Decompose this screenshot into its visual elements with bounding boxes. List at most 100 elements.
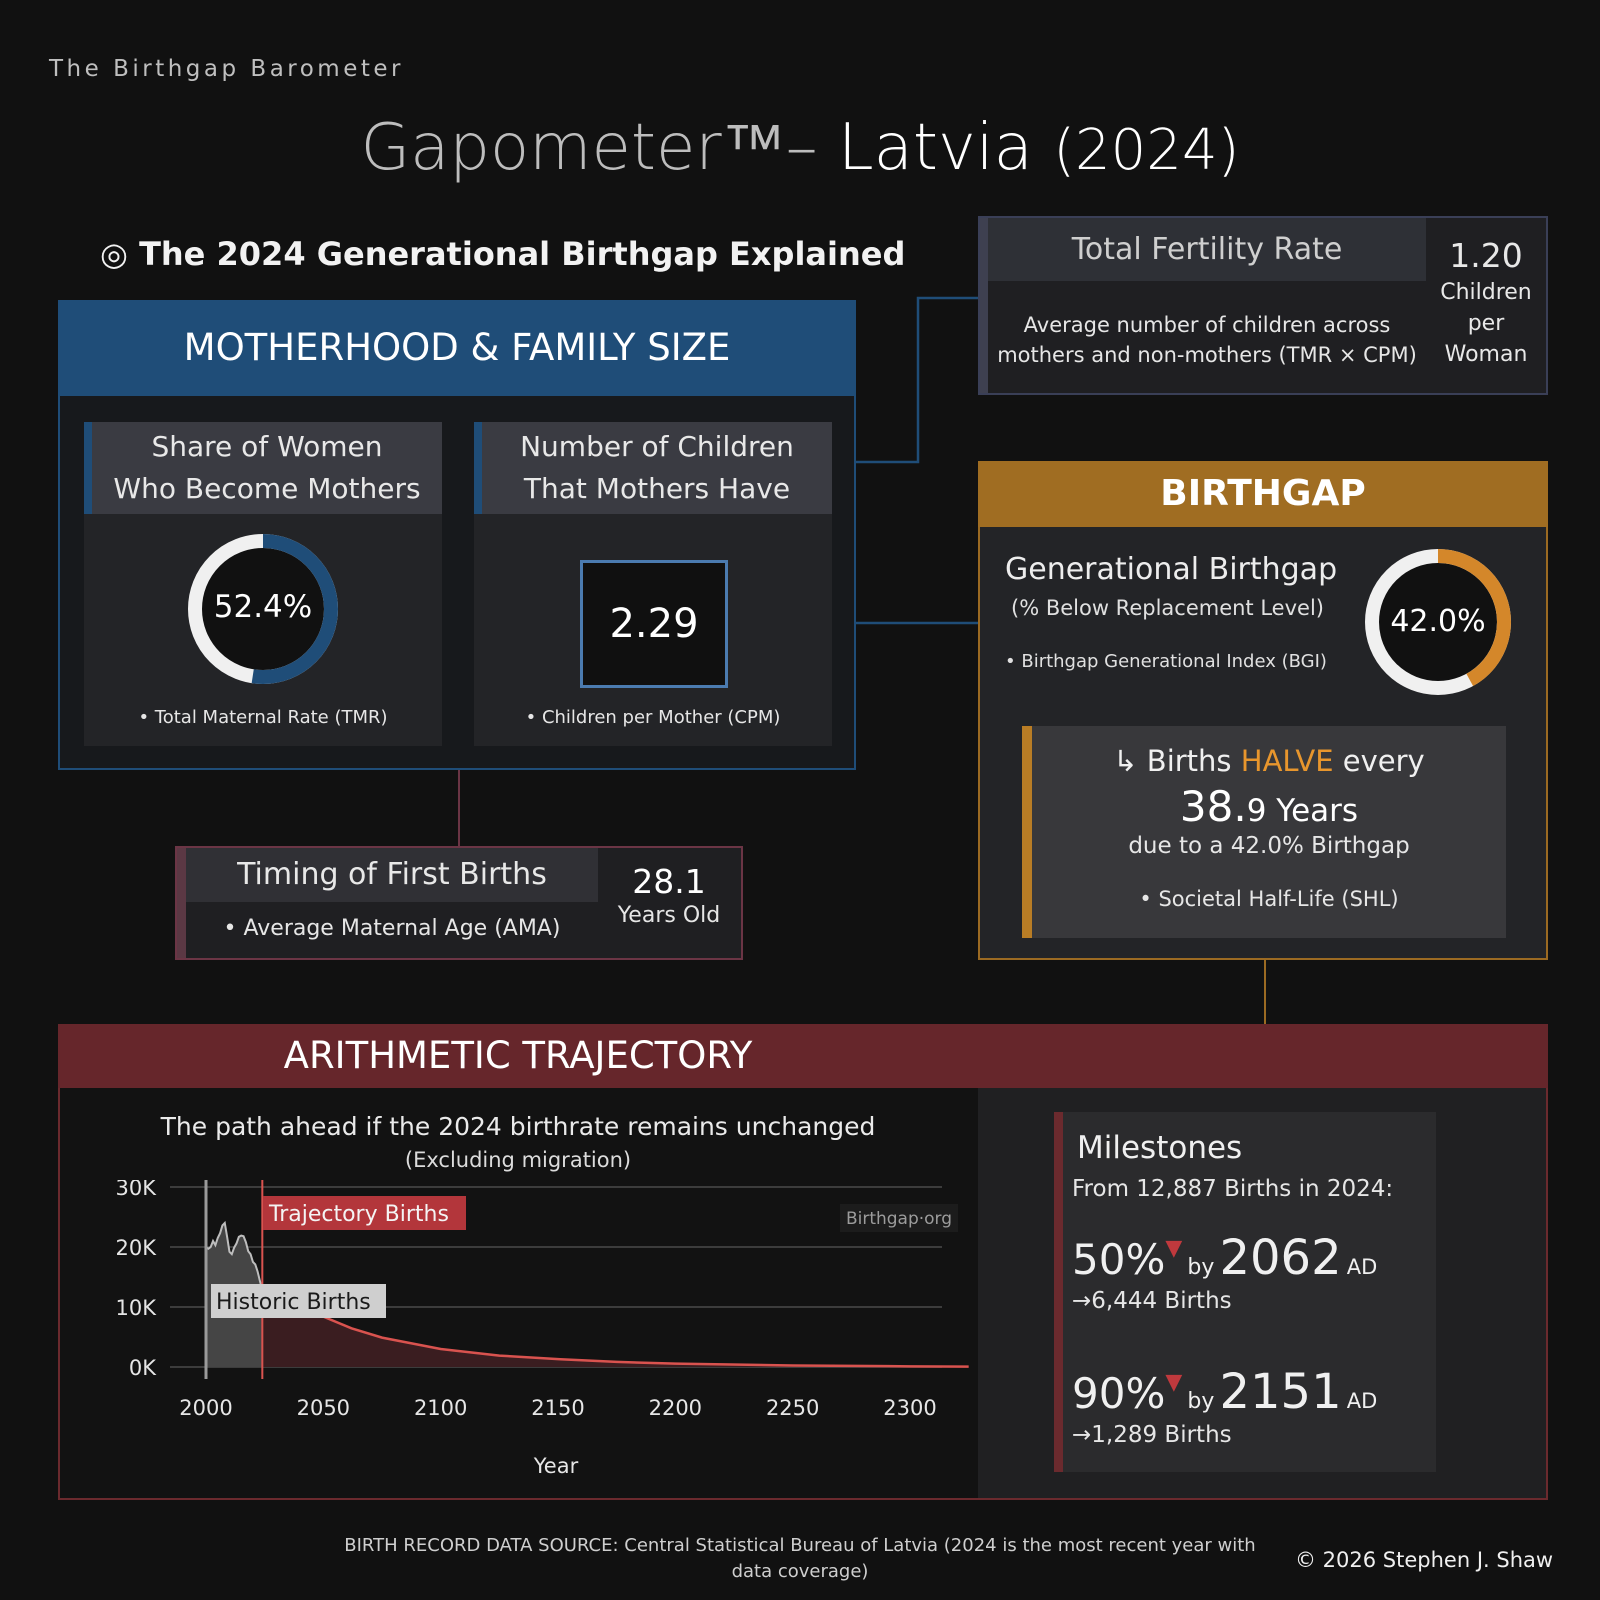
x-axis-label: Year: [533, 1454, 579, 1478]
children-heading: Number of Children That Mothers Have: [474, 422, 832, 514]
birthgap-donut: [1365, 549, 1511, 695]
timing-accent-bar: [177, 848, 186, 958]
trajectory-births-label: Trajectory Births: [268, 1202, 449, 1227]
watermark-group: Birthgap·org: [840, 1204, 958, 1232]
x-tick-label: 2050: [297, 1396, 350, 1420]
timing-value: 28.1: [632, 862, 706, 901]
timing-unit: Years Old: [617, 903, 721, 928]
connector-tfr: [856, 296, 978, 464]
tfr-desc-line1: Average number of children across: [1023, 313, 1391, 337]
bgi-note: • Birthgap Generational Index (BGI): [1005, 651, 1327, 672]
milestone-1-ad: AD: [1346, 1255, 1378, 1279]
cpm-note: • Children per Mother (CPM): [525, 707, 781, 728]
half-years-small: 9 Years: [1246, 793, 1359, 829]
birthgap-sublabel: (% Below Replacement Level): [1011, 596, 1324, 620]
donut-share-arc: [188, 534, 338, 684]
timing-value-block: 28.1 Years Old: [598, 862, 740, 928]
milestone-2-ad: AD: [1346, 1389, 1378, 1413]
down-triangle-icon: ▼: [1165, 1236, 1183, 1261]
shl-note: • Societal Half-Life (SHL): [1139, 887, 1399, 911]
birthgap-title: BIRTHGAP: [978, 461, 1548, 527]
milestone-1-year: 2062: [1219, 1230, 1342, 1286]
tfr-unit-line3: Woman: [1444, 342, 1528, 367]
x-tick-label: 2000: [179, 1396, 232, 1420]
x-tick-label: 2200: [649, 1396, 702, 1420]
historic-line: [205, 1220, 264, 1290]
tfr-desc-line2: mothers and non-mothers (TMR × CPM): [997, 343, 1417, 367]
milestones-title: Milestones: [1077, 1130, 1243, 1166]
tfr-value: 1.20: [1449, 236, 1523, 275]
share-heading-line1: Share of Women: [151, 430, 383, 463]
milestone-1: 50%▼ by 2062 AD: [1072, 1230, 1377, 1286]
watermark: Birthgap·org: [846, 1209, 952, 1229]
trajectory-subtitle: The path ahead if the 2024 birthrate rem…: [160, 1112, 876, 1141]
half-life-years: 38.9 Years: [1032, 782, 1506, 831]
birthgap-label: Generational Birthgap: [1005, 552, 1338, 587]
motherhood-title: MOTHERHOOD & FAMILY SIZE: [58, 300, 856, 396]
children-per-mother-card: Number of Children That Mothers Have: [474, 422, 832, 746]
historic-label-group: Historic Births: [211, 1284, 386, 1318]
x-tick-label: 2250: [766, 1396, 819, 1420]
tfr-accent-bar: [980, 218, 988, 393]
trajectory-title: ARITHMETIC TRAJECTORY: [283, 1034, 753, 1077]
half-life-card: ↳ Births HALVE every 38.9 Years due to a…: [1022, 726, 1506, 938]
children-heading-line2: That Mothers Have: [523, 472, 791, 505]
tfr-unit-line1: Children: [1440, 280, 1532, 305]
page-title: Gapometer™– Latvia (2024): [0, 110, 1600, 185]
brand-label: The Birthgap Barometer: [49, 56, 404, 82]
birthgap-value: 42.0%: [1390, 604, 1486, 639]
milestone-1-pct: 50%: [1072, 1235, 1166, 1284]
y-tick-label: 10K: [116, 1296, 158, 1320]
historic-births-label: Historic Births: [216, 1290, 371, 1315]
trajectory-subtitle-2: (Excluding migration): [404, 1148, 632, 1172]
title-year: (2024): [1053, 118, 1240, 183]
milestones-card: Milestones From 12,887 Births in 2024: 5…: [1054, 1112, 1436, 1472]
trajectory-header-bar: [58, 1024, 1548, 1088]
children-heading-line1: Number of Children: [520, 430, 794, 463]
half-life-headline: ↳ Births HALVE every: [1032, 744, 1506, 778]
share-mothers-value: 52.4%: [213, 589, 313, 625]
share-mothers-card: Share of Women Who Become Mothers: [84, 422, 442, 746]
tfr-unit-line2: per: [1467, 311, 1505, 336]
children-per-mother-value: 2.29: [580, 560, 728, 688]
milestone-2-year: 2151: [1219, 1364, 1342, 1420]
milestone-1-births: →6,444 Births: [1072, 1288, 1232, 1314]
tfr-title: Total Fertility Rate: [988, 218, 1426, 281]
copyright: © 2026 Stephen J. Shaw: [1295, 1548, 1554, 1572]
trajectory-label-bg: [263, 1196, 466, 1230]
x-tick-label: 2100: [414, 1396, 467, 1420]
data-source-footer: BIRTH RECORD DATA SOURCE: Central Statis…: [344, 1535, 1256, 1582]
ama-note: • Average Maternal Age (AMA): [223, 916, 561, 941]
half-years-big: 38.: [1179, 782, 1247, 831]
half-every: every: [1333, 744, 1425, 778]
milestone-2-by: by: [1187, 1389, 1215, 1414]
chart-ticks: 0K 10K 20K 30K 2000 2050 2100 2150 2200 2250 2300: [116, 1180, 937, 1420]
title-dash: –: [785, 111, 839, 185]
milestone-2-births: →1,289 Births: [1072, 1422, 1232, 1448]
share-heading-line2: Who Become Mothers: [113, 472, 421, 505]
milestone-1-by: by: [1187, 1255, 1215, 1280]
title-product: Gapometer™: [360, 111, 786, 185]
tfr-value-block: 1.20 Children per Woman: [1426, 236, 1546, 370]
y-tick-label: 30K: [116, 1180, 158, 1200]
section-heading-explained: ◎ The 2024 Generational Birthgap Explain…: [100, 235, 906, 273]
milestone-2: 90%▼ by 2151 AD: [1072, 1364, 1377, 1420]
half-word: HALVE: [1240, 744, 1334, 778]
share-mothers-donut: [188, 534, 338, 684]
x-tick-label: 2300: [883, 1396, 936, 1420]
trajectory-label-group: Trajectory Births: [263, 1196, 466, 1230]
x-tick-label: 2150: [531, 1396, 584, 1420]
half-arrow-text: ↳ Births: [1113, 744, 1241, 778]
trajectory-area: [262, 1289, 969, 1367]
half-due: due to a 42.0% Birthgap: [1128, 833, 1410, 859]
milestones-from: From 12,887 Births in 2024:: [1072, 1176, 1394, 1202]
title-country: Latvia: [838, 111, 1033, 185]
historic-label-bg: [211, 1284, 386, 1318]
y-tick-label: 20K: [116, 1236, 158, 1260]
share-mothers-heading: Share of Women Who Become Mothers: [84, 422, 442, 514]
down-triangle-icon: ▼: [1165, 1370, 1183, 1395]
tfr-description: Average number of children across mother…: [988, 310, 1426, 370]
milestone-2-pct: 90%: [1072, 1369, 1166, 1418]
